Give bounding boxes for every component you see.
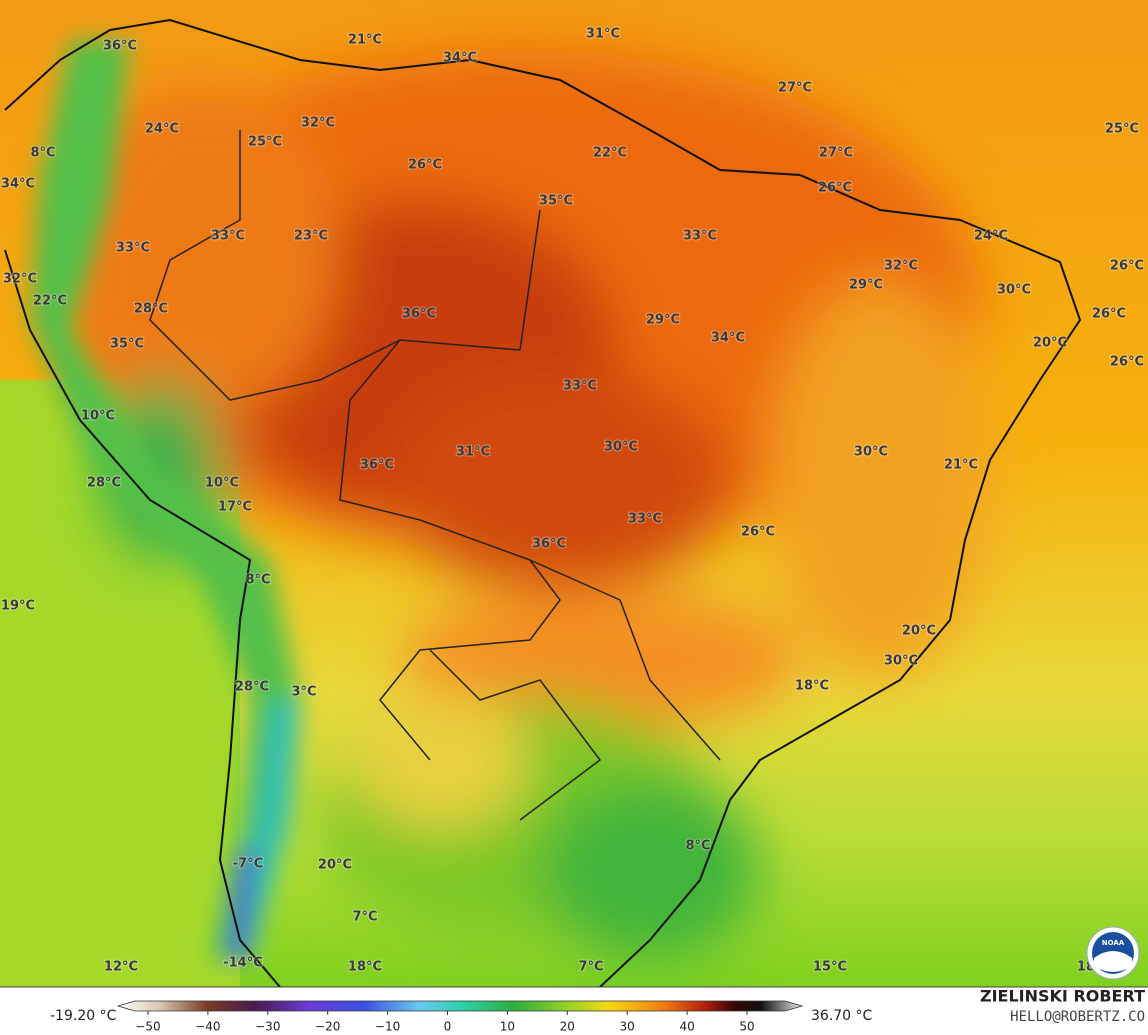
- temperature-label: -14°C: [223, 956, 263, 971]
- temperature-label: 36°C: [103, 39, 137, 54]
- temperature-label: 7°C: [352, 910, 377, 925]
- colorbar-max: 36.70 °C: [811, 1008, 873, 1024]
- temperature-label: 18°C: [795, 679, 829, 694]
- colorbar-tick-label: 30: [620, 1020, 635, 1034]
- temperature-label: 8°C: [30, 146, 55, 161]
- colorbar: -19.20 °C 36.70 °C −50 −40 −30 −20 −10 0 10 20 3…: [50, 1000, 873, 1034]
- temperature-label: 20°C: [902, 624, 936, 639]
- colorbar-tick-label: 20: [560, 1020, 575, 1034]
- temperature-label: 28°C: [87, 476, 121, 491]
- email: HELLO@ROBERTZ.CO: [1010, 1009, 1145, 1025]
- temperature-label: 30°C: [884, 654, 918, 669]
- temperature-label: 29°C: [646, 313, 680, 328]
- temperature-label: 31°C: [586, 27, 620, 42]
- temperature-label: 26°C: [1110, 259, 1144, 274]
- temperature-label: 26°C: [818, 181, 852, 196]
- temperature-label: 25°C: [248, 135, 282, 150]
- temperature-label: 29°C: [849, 278, 883, 293]
- colorbar-tick-label: −30: [255, 1020, 280, 1034]
- borders: [149, 130, 721, 821]
- temperature-label: 20°C: [1033, 336, 1067, 351]
- temperature-label: 17°C: [218, 500, 252, 515]
- colorbar-min: -19.20 °C: [50, 1008, 117, 1024]
- colorbar-tick-label: −10: [375, 1020, 400, 1034]
- temperature-label: 18°C: [348, 960, 382, 975]
- temperature-label: 35°C: [110, 337, 144, 352]
- noaa-logo: NOAA: [1086, 926, 1140, 980]
- temperature-label: 26°C: [1092, 307, 1126, 322]
- temperature-label: 30°C: [997, 283, 1031, 298]
- temperature-label: 21°C: [348, 33, 382, 48]
- temperature-labels: 36°C 21°C 34°C 31°C 27°C 25°C 24°C 32°C 25°C 8°C 2…: [0, 26, 1145, 976]
- temperature-label: 27°C: [778, 81, 812, 96]
- colorbar-tick-label: 10: [500, 1020, 515, 1034]
- temperature-label: 24°C: [974, 229, 1008, 244]
- author: ZIELINSKI ROBERT: [980, 987, 1145, 1006]
- temperature-label: 7°C: [578, 960, 603, 975]
- colorbar-tick-label: −20: [315, 1020, 340, 1034]
- temperature-label: 36°C: [360, 458, 394, 473]
- temperature-label: 33°C: [683, 229, 717, 244]
- temperature-label: 32°C: [3, 272, 37, 287]
- colorbar-ramp: [116, 1000, 804, 1012]
- map: 36°C 21°C 34°C 31°C 27°C 25°C 24°C 32°C 25°C 8°C 2…: [0, 0, 1148, 987]
- temperature-label: 27°C: [819, 146, 853, 161]
- temperature-label: 33°C: [211, 229, 245, 244]
- temperature-label: 35°C: [539, 194, 573, 209]
- temperature-label: 19°C: [1, 599, 35, 614]
- temperature-label: 34°C: [443, 51, 477, 66]
- temperature-label: 26°C: [408, 158, 442, 173]
- temperature-label: 3°C: [291, 685, 316, 700]
- colorbar-tick-label: −40: [195, 1020, 220, 1034]
- temperature-label: 21°C: [944, 458, 978, 473]
- temperature-label: 30°C: [604, 440, 638, 455]
- temperature-field: [60, 50, 990, 960]
- coastline: [4, 18, 1082, 987]
- temperature-label: 34°C: [711, 331, 745, 346]
- andes-field: [30, 40, 300, 960]
- colorbar-tick-label: −50: [135, 1020, 160, 1034]
- temperature-label: 12°C: [104, 960, 138, 975]
- temperature-label: 33°C: [116, 241, 150, 256]
- temperature-label: 36°C: [532, 537, 566, 552]
- temperature-label: 10°C: [205, 476, 239, 491]
- temperature-label: 26°C: [1110, 355, 1144, 370]
- temperature-label: 22°C: [593, 146, 627, 161]
- logo-text: NOAA: [1102, 939, 1125, 947]
- temperature-label: 20°C: [318, 858, 352, 873]
- temperature-label: 24°C: [145, 122, 179, 137]
- temperature-label: 25°C: [1105, 122, 1139, 137]
- temperature-label: 33°C: [628, 512, 662, 527]
- temperature-label: 28°C: [235, 680, 269, 695]
- temperature-label: 10°C: [81, 409, 115, 424]
- temperature-label: 32°C: [884, 259, 918, 274]
- temperature-label: 34°C: [1, 177, 35, 192]
- temperature-label: 26°C: [741, 525, 775, 540]
- temperature-label: 36°C: [402, 307, 436, 322]
- temperature-label: -7°C: [233, 857, 263, 872]
- temperature-label: 22°C: [33, 294, 67, 309]
- temperature-label: 30°C: [854, 445, 888, 460]
- temperature-label: 23°C: [294, 229, 328, 244]
- temperature-label: 33°C: [563, 379, 597, 394]
- temperature-label: 28°C: [134, 302, 168, 317]
- temperature-label: 8°C: [245, 573, 270, 588]
- temperature-label: 8°C: [685, 839, 710, 854]
- temperature-label: 15°C: [813, 960, 847, 975]
- colorbar-tick-label: 40: [679, 1020, 694, 1034]
- temperature-label: 32°C: [301, 116, 335, 131]
- colorbar-tick-label: 0: [444, 1020, 452, 1034]
- colorbar-tick-label: 50: [739, 1020, 754, 1034]
- temperature-label: 31°C: [456, 445, 490, 460]
